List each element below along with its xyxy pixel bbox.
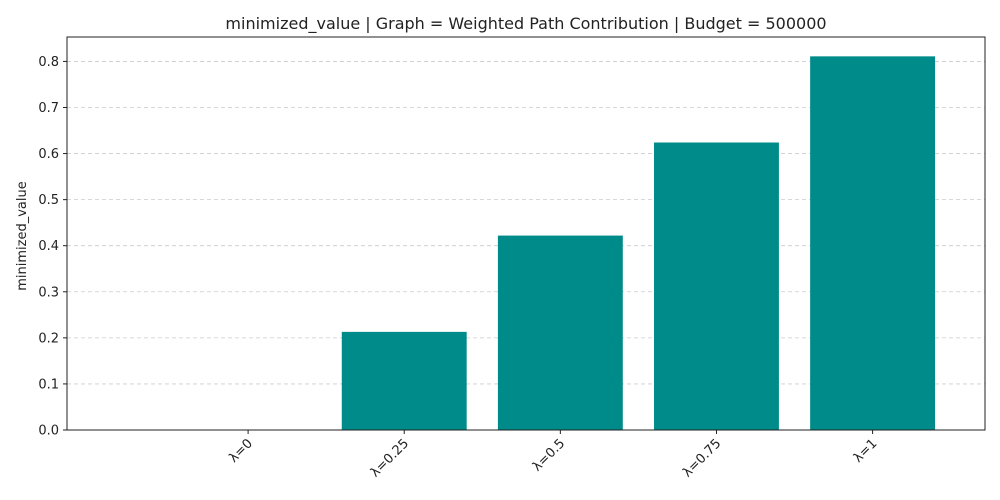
y-axis-label: minimized_value bbox=[15, 181, 30, 290]
x-tick-label: λ=0.5 bbox=[530, 436, 568, 474]
y-tick-label: 0.3 bbox=[38, 285, 59, 300]
y-tick-label: 0.7 bbox=[38, 101, 59, 116]
bar bbox=[654, 142, 779, 430]
x-tick-label: λ=1 bbox=[851, 436, 881, 466]
bars bbox=[341, 56, 936, 431]
bar bbox=[341, 331, 467, 430]
y-tick-label: 0.0 bbox=[38, 424, 59, 439]
bar bbox=[497, 235, 623, 430]
y-tick-label: 0.6 bbox=[38, 147, 59, 162]
x-tick-label: λ=0.25 bbox=[368, 436, 412, 480]
x-tick-label: λ=0.75 bbox=[680, 436, 724, 480]
bar bbox=[810, 56, 936, 431]
y-tick-label: 0.5 bbox=[38, 193, 59, 208]
x-tick-label: λ=0 bbox=[226, 436, 256, 466]
y-tick-label: 0.8 bbox=[38, 55, 59, 70]
y-tick-label: 0.2 bbox=[38, 331, 59, 346]
axes bbox=[63, 36, 986, 434]
y-tick-label: 0.1 bbox=[38, 377, 59, 392]
plot-frame bbox=[66, 36, 986, 431]
chart-title: minimized_value | Graph = Weighted Path … bbox=[225, 14, 826, 34]
y-tick-label: 0.4 bbox=[38, 239, 59, 254]
